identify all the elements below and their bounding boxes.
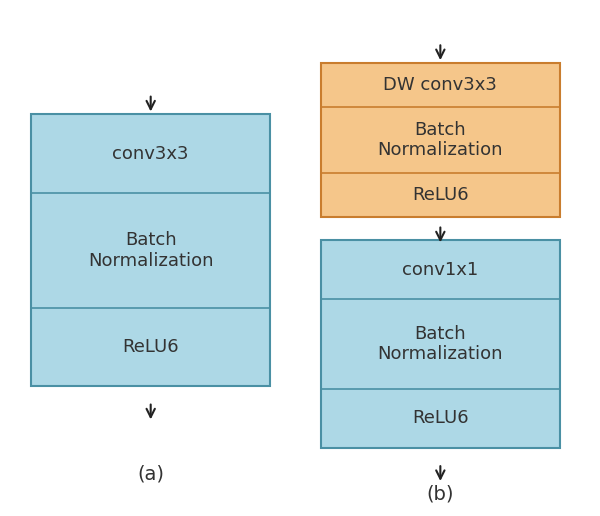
Text: ReLU6: ReLU6 [122, 338, 179, 356]
Text: (a): (a) [137, 464, 164, 483]
FancyBboxPatch shape [31, 115, 270, 386]
FancyBboxPatch shape [321, 63, 560, 217]
Text: conv3x3: conv3x3 [112, 144, 189, 163]
Text: (b): (b) [427, 485, 454, 504]
FancyBboxPatch shape [321, 240, 560, 448]
Text: Batch
Normalization: Batch Normalization [377, 121, 503, 159]
Text: conv1x1: conv1x1 [402, 261, 478, 279]
Text: ReLU6: ReLU6 [412, 186, 469, 204]
Text: ReLU6: ReLU6 [412, 409, 469, 427]
Text: Batch
Normalization: Batch Normalization [88, 231, 214, 270]
Text: Batch
Normalization: Batch Normalization [377, 325, 503, 363]
Text: DW conv3x3: DW conv3x3 [383, 76, 497, 94]
